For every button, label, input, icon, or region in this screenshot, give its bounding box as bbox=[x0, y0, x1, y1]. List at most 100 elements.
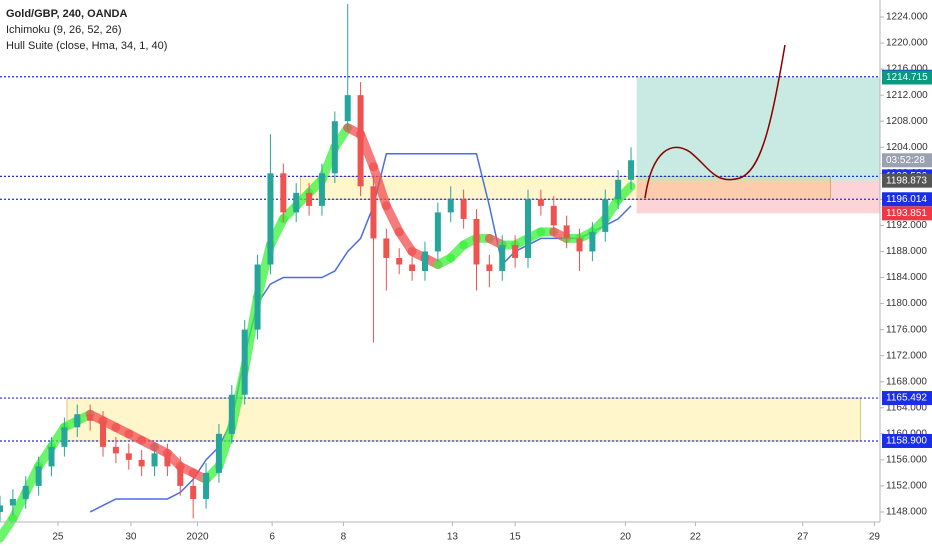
y-tick-label: 1212.000 bbox=[886, 90, 928, 101]
price-label: 1193.851 bbox=[886, 208, 927, 219]
candle-body bbox=[357, 95, 364, 187]
candle-body bbox=[61, 427, 68, 447]
y-tick-label: 1176.000 bbox=[886, 324, 927, 335]
candle-body bbox=[100, 420, 107, 447]
candle-body bbox=[434, 212, 441, 252]
level-label-box bbox=[882, 192, 932, 207]
price-label-box bbox=[882, 206, 932, 221]
level-label: 1165.492 bbox=[886, 393, 927, 404]
y-tick-label: 1192.000 bbox=[886, 220, 927, 231]
candle-body bbox=[87, 414, 94, 421]
x-tick-label: 29 bbox=[869, 532, 881, 543]
candle-body bbox=[331, 121, 338, 174]
candle-body bbox=[112, 446, 119, 454]
candle-body bbox=[512, 244, 519, 258]
y-tick-label: 1168.000 bbox=[886, 376, 927, 387]
x-tick-label: 27 bbox=[797, 532, 809, 543]
x-tick-label: 20 bbox=[620, 532, 632, 543]
candle-body bbox=[306, 192, 313, 206]
countdown-box bbox=[882, 153, 932, 168]
x-tick-label: 15 bbox=[510, 532, 522, 543]
x-tick-label: 13 bbox=[447, 532, 459, 543]
candle-body bbox=[486, 264, 493, 271]
candle-body bbox=[602, 199, 609, 232]
candle-body bbox=[177, 466, 184, 486]
y-tick-label: 1156.000 bbox=[886, 455, 927, 466]
candle-body bbox=[203, 472, 210, 499]
legend-entry: Hull Suite (close, Hma, 34, 1, 40) bbox=[6, 40, 167, 52]
labels-layer: 1148.000 1152.000 1156.000 1160.000 1164.000… bbox=[52, 12, 932, 543]
candle-body bbox=[615, 179, 622, 200]
candle-body bbox=[383, 238, 390, 258]
candle-body bbox=[241, 329, 248, 395]
candle-body bbox=[396, 257, 403, 265]
candle-body bbox=[9, 498, 16, 506]
candle-body bbox=[48, 446, 55, 467]
zone bbox=[66, 397, 862, 442]
y-tick-label: 1172.000 bbox=[886, 350, 927, 361]
candle-body bbox=[138, 459, 145, 467]
projection-curve bbox=[644, 44, 786, 199]
price-label: 1214.715 bbox=[886, 72, 928, 83]
candle-body bbox=[280, 173, 287, 213]
candle-body bbox=[22, 485, 29, 499]
y-tick-label: 1152.000 bbox=[886, 481, 927, 492]
y-tick-label: 1160.000 bbox=[886, 428, 927, 439]
candle-body bbox=[190, 485, 197, 499]
price-label-box bbox=[882, 70, 932, 85]
y-tick-label: 1224.000 bbox=[886, 12, 928, 23]
candle-body bbox=[254, 264, 261, 330]
y-tick-label: 1188.000 bbox=[886, 246, 927, 257]
level-label: 1196.014 bbox=[886, 194, 927, 205]
price-label: 1198.873 bbox=[886, 175, 927, 186]
y-tick-label: 1164.000 bbox=[886, 402, 927, 413]
candle-body bbox=[267, 173, 274, 265]
target-zone bbox=[636, 77, 880, 181]
level-label-box bbox=[882, 433, 932, 448]
level-label-box bbox=[882, 391, 932, 406]
candle-body bbox=[228, 394, 235, 434]
candle-body bbox=[35, 466, 42, 486]
candle-body bbox=[370, 186, 377, 239]
candle-body bbox=[293, 192, 300, 213]
candle-body bbox=[525, 199, 531, 258]
y-tick-label: 1184.000 bbox=[886, 272, 927, 283]
stop-zone bbox=[636, 180, 880, 214]
candle-body bbox=[151, 453, 158, 467]
x-tick-label: 8 bbox=[341, 532, 347, 543]
candle-body bbox=[318, 173, 325, 206]
marks-layer bbox=[0, 3, 636, 543]
y-tick-label: 1220.000 bbox=[886, 38, 928, 49]
candle-body bbox=[164, 453, 171, 467]
background-layer bbox=[0, 76, 880, 442]
candle-body bbox=[499, 244, 506, 271]
x-tick-label: 30 bbox=[125, 532, 137, 543]
x-tick-label: 6 bbox=[269, 532, 275, 543]
candle-body bbox=[550, 205, 557, 226]
candle-body bbox=[409, 264, 416, 271]
hull-band bbox=[381, 201, 404, 237]
y-tick-label: 1148.000 bbox=[886, 507, 927, 518]
chart-title: Gold/GBP, 240, OANDA bbox=[6, 8, 127, 20]
hull-band bbox=[368, 162, 391, 211]
x-tick-label: 22 bbox=[690, 532, 702, 543]
x-tick-label: 2020 bbox=[186, 532, 209, 543]
candle-body bbox=[537, 199, 544, 206]
candle-body bbox=[0, 505, 3, 512]
y-tick-label: 1216.000 bbox=[886, 64, 928, 75]
candle-body bbox=[473, 218, 480, 265]
candle-body bbox=[125, 453, 132, 460]
x-tick-label: 25 bbox=[52, 532, 64, 543]
candle-body bbox=[447, 199, 454, 213]
countdown: 03:52:28 bbox=[886, 155, 925, 166]
candle-body bbox=[421, 251, 428, 271]
legend-entry: Ichimoku (9, 26, 52, 26) bbox=[6, 24, 122, 36]
candle-body bbox=[344, 95, 351, 122]
y-tick-label: 1208.000 bbox=[886, 116, 928, 127]
y-tick-label: 1180.000 bbox=[886, 298, 927, 309]
candle-body bbox=[589, 231, 596, 252]
candle-body bbox=[563, 225, 570, 239]
candle-body bbox=[460, 199, 467, 219]
